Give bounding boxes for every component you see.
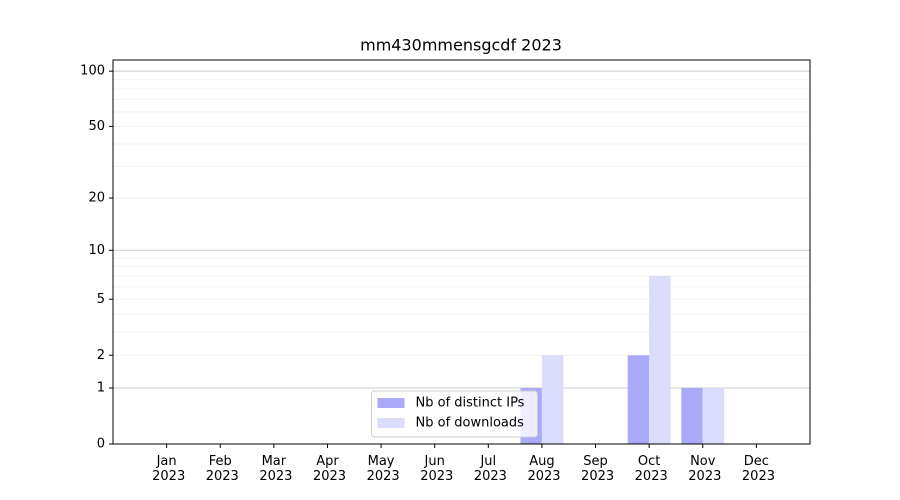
y-tick-label: 5 xyxy=(97,292,105,307)
x-tick-label: Mar 2023 xyxy=(255,454,292,484)
x-tick-label: Oct 2023 xyxy=(631,454,668,484)
bar xyxy=(702,388,725,444)
x-tick-label: Dec 2023 xyxy=(738,454,775,484)
x-tick-label: Jun 2023 xyxy=(416,454,453,484)
legend-label: Nb of distinct IPs xyxy=(416,396,525,411)
y-tick-label: 20 xyxy=(88,191,105,206)
y-tick-label: 50 xyxy=(88,119,105,134)
x-tick-label: Jan 2023 xyxy=(148,454,185,484)
bar xyxy=(541,355,564,444)
bar xyxy=(681,388,703,444)
x-tick-label: Nov 2023 xyxy=(684,454,721,484)
x-tick-label: Jul 2023 xyxy=(470,454,507,484)
x-tick-label: Sep 2023 xyxy=(577,454,614,484)
y-tick-label: 2 xyxy=(97,348,105,363)
x-tick-label: Aug 2023 xyxy=(523,454,560,484)
legend-swatch xyxy=(377,398,405,408)
legend: Nb of distinct IPs Nb of downloads xyxy=(371,390,538,438)
legend-box xyxy=(371,390,538,438)
legend-label: Nb of downloads xyxy=(416,416,525,431)
plot-frame xyxy=(112,59,811,445)
x-tick-label: Apr 2023 xyxy=(309,454,346,484)
x-tick-label: Feb 2023 xyxy=(202,454,239,484)
y-tick-label: 10 xyxy=(88,243,105,258)
y-tick-label: 0 xyxy=(97,437,105,452)
x-tick-label: May 2023 xyxy=(362,454,399,484)
y-tick-label: 1 xyxy=(97,381,105,396)
legend-swatch xyxy=(377,418,405,428)
y-tick-label: 100 xyxy=(80,64,105,79)
chart-title: mm430mmensgcdf 2023 xyxy=(360,36,562,55)
bar xyxy=(627,355,650,444)
bar xyxy=(649,276,671,444)
